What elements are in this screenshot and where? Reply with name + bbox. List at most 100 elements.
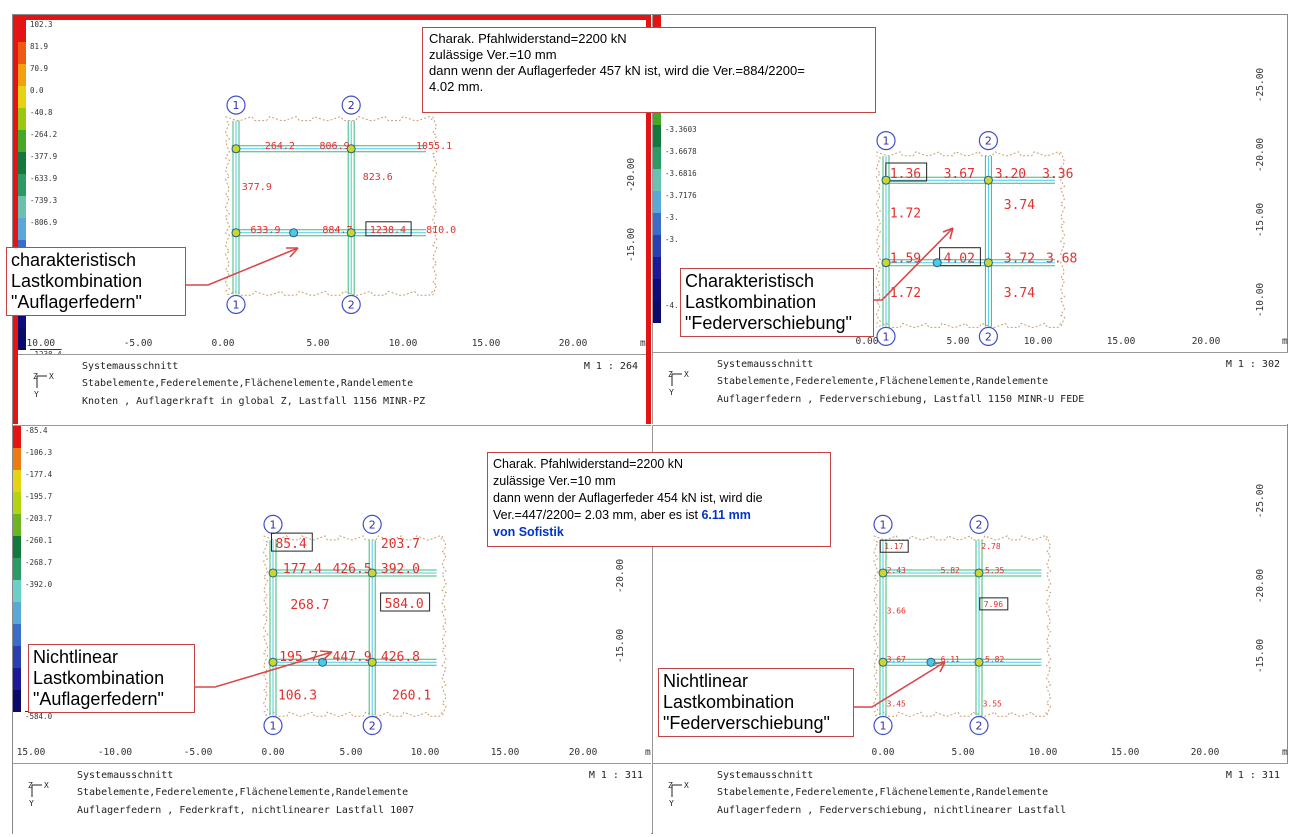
result-value: 85.4 — [275, 537, 306, 552]
legend-row — [653, 279, 738, 301]
result-value: 268.7 — [290, 598, 329, 613]
node-marker[interactable] — [367, 568, 377, 578]
axis-marker-label: 2 — [369, 720, 376, 733]
node-marker[interactable] — [926, 657, 936, 667]
node-marker[interactable] — [878, 568, 888, 578]
x-tick-label: 10.00 — [411, 747, 440, 758]
node-marker[interactable] — [974, 568, 984, 578]
legend-row: -264.2 — [18, 130, 103, 152]
info-line3: Knoten , Auflagerkraft in global Z, Last… — [82, 396, 426, 407]
legend-value: -3.7176 — [665, 191, 697, 200]
x-tick-label: 15.00 — [17, 747, 46, 758]
node-marker[interactable] — [983, 258, 993, 268]
axis-marker-circle[interactable] — [978, 326, 998, 346]
structure-plot[interactable]: 1 1 2 2 1.17 2.78 2.43 5.82 5.35 3.66 7.96 3.67 6.11… — [653, 426, 1288, 763]
node-marker[interactable] — [318, 657, 328, 667]
axis-marker-label: 1 — [883, 330, 890, 343]
node-marker[interactable] — [881, 258, 891, 268]
result-value: 195.7 — [279, 650, 318, 665]
scale-label: M 1 : 311 — [1225, 770, 1280, 781]
callout-br: Nichtlinear Lastkombination "Federversch… — [658, 668, 854, 737]
info-line1: Systemausschnitt — [77, 770, 174, 781]
axis-marker-circle[interactable] — [873, 514, 893, 534]
node-marker[interactable] — [367, 657, 377, 667]
note-line: dann wenn der Auflagerfeder 454 kN ist, … — [493, 491, 763, 505]
result-value: 5.35 — [985, 566, 1004, 575]
note-top-pile-resistance: Charak. Pfahlwiderstand=2200 kN zulässig… — [422, 27, 876, 113]
callout-tl: charakteristisch Lastkombination "Auflag… — [6, 247, 186, 316]
color-legend: -85.4 -106.3 -177.4 -195.7 -203.7 -260.1 -268.… — [13, 426, 98, 722]
legend-row: 81.9 — [18, 42, 103, 64]
axis-marker-circle[interactable] — [341, 294, 361, 315]
axis-marker-label: 2 — [348, 99, 355, 112]
result-value: 260.1 — [392, 689, 431, 704]
x-tick-label: -10.00 — [21, 338, 56, 349]
legend-value: -195.7 — [25, 492, 53, 501]
plot-info-block: Z X Y Systemausschnitt Stabelemente,Federele… — [653, 352, 1288, 424]
svg-text:X: X — [44, 781, 49, 790]
axis-marker-circle[interactable] — [969, 514, 989, 534]
result-value: 377.9 — [242, 182, 272, 193]
node-marker[interactable] — [346, 228, 356, 238]
node-marker[interactable] — [878, 657, 888, 667]
axis-marker-circle[interactable] — [226, 95, 246, 115]
node-marker[interactable] — [346, 144, 356, 154]
axis-marker-circle[interactable] — [226, 294, 246, 315]
x-tick-label: -5.00 — [124, 338, 153, 349]
svg-text:Z: Z — [668, 370, 673, 379]
highlighted-value-box — [979, 597, 1009, 611]
legend-row: -203.7 — [13, 514, 98, 536]
x-unit-label: m — [645, 747, 651, 758]
node-marker[interactable] — [231, 144, 241, 154]
axis-marker-circle[interactable] — [873, 715, 893, 736]
callout-line: Charakteristisch — [685, 271, 815, 291]
legend-value: -106.3 — [25, 448, 53, 457]
axis-marker-circle[interactable] — [263, 715, 283, 736]
panel-top-right-characteristic-spring-displacement[interactable]: 1 1 2 2 1.36 3.67 3.20 3.36 1.72 3.74 1.59 4.02 3.72… — [652, 15, 1288, 424]
coordinate-axes-icon: Z X Y — [668, 781, 689, 808]
legend-swatch — [13, 492, 21, 514]
svg-text:Y: Y — [669, 799, 674, 808]
axis-marker-circle[interactable] — [362, 715, 382, 736]
svg-text:X: X — [684, 781, 689, 790]
node-marker[interactable] — [974, 657, 984, 667]
axis-marker-circle[interactable] — [341, 95, 361, 115]
legend-row — [13, 690, 98, 712]
legend-swatch — [13, 558, 21, 580]
axis-marker-circle[interactable] — [876, 326, 896, 346]
axis-marker-label: 1 — [270, 720, 277, 733]
axis-marker-circle[interactable] — [978, 130, 998, 151]
plot-info-block: Z X Y Systemausschnitt Stabelemente,Federele… — [18, 354, 646, 424]
legend-value: -3.6678 — [665, 147, 697, 156]
node-marker[interactable] — [268, 657, 278, 667]
y-tick-label: -20.00 — [615, 559, 626, 594]
result-value: 3.66 — [887, 607, 906, 616]
legend-swatch — [13, 580, 21, 602]
pile-cap-outline — [431, 116, 438, 296]
plot-info-block: Z X Y Systemausschnitt Stabelemente,Federele… — [653, 763, 1288, 834]
highlighted-value-box — [270, 532, 313, 552]
legend-row: -268.7 — [13, 558, 98, 580]
x-tick-label: 10.00 — [1029, 747, 1058, 758]
node-marker[interactable] — [268, 568, 278, 578]
node-marker[interactable] — [289, 228, 299, 238]
node-marker[interactable] — [983, 175, 993, 185]
result-value: 5.82 — [985, 655, 1004, 664]
result-value: 3.45 — [887, 699, 906, 708]
panel-bottom-right-nonlinear-spring-displacement[interactable]: 1 1 2 2 1.17 2.78 2.43 5.82 5.35 3.66 7.96 3.67 6.11… — [652, 425, 1288, 834]
pile-cap-outline — [225, 290, 434, 296]
x-tick-label: -5.00 — [184, 747, 213, 758]
legend-swatch — [18, 174, 26, 196]
node-marker[interactable] — [231, 228, 241, 238]
legend-value: -806.9 — [30, 218, 58, 227]
axis-marker-label: 1 — [880, 720, 887, 733]
legend-value: -268.7 — [25, 558, 53, 567]
axis-marker-circle[interactable] — [362, 514, 382, 534]
y-tick-label: -20.00 — [626, 158, 637, 193]
node-marker[interactable] — [881, 175, 891, 185]
axis-marker-circle[interactable] — [876, 130, 896, 151]
axis-marker-circle[interactable] — [969, 715, 989, 736]
node-marker[interactable] — [932, 258, 942, 268]
axis-marker-label: 1 — [233, 298, 240, 311]
svg-text:Z: Z — [33, 372, 38, 381]
